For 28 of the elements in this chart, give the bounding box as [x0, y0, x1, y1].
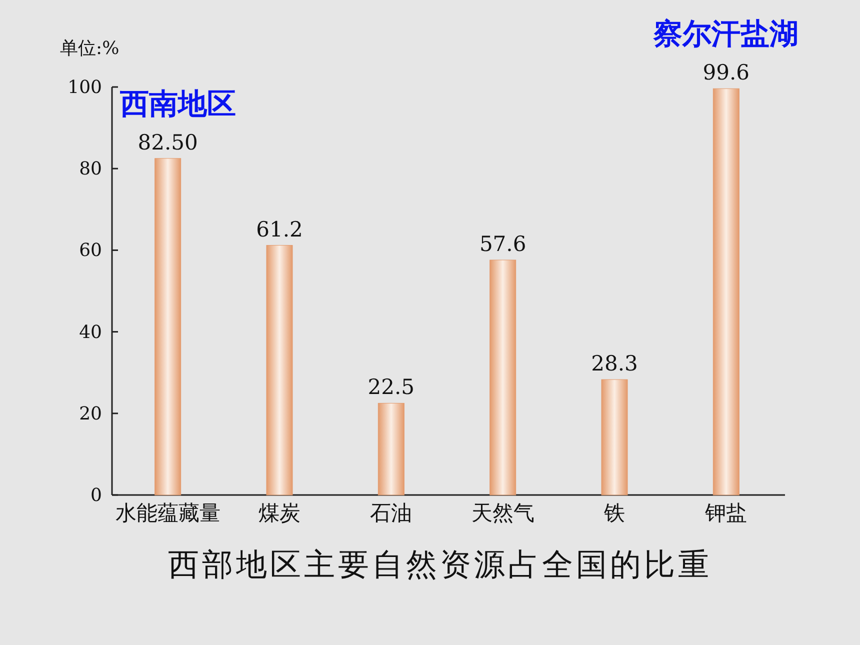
bar	[490, 260, 516, 496]
y-tick-label: 40	[79, 322, 102, 343]
data-label: 82.50	[138, 130, 198, 154]
annotation: 西南地区	[119, 86, 236, 120]
y-tick-label: 100	[68, 77, 102, 98]
y-tick-label: 60	[79, 240, 102, 262]
x-tick-label: 铁	[603, 501, 625, 525]
bar	[154, 158, 182, 496]
x-tick-label: 水能蕴藏量	[115, 501, 220, 525]
x-tick-label: 石油	[370, 501, 412, 525]
data-label: 99.6	[702, 60, 750, 85]
data-label: 28.3	[591, 352, 638, 376]
x-tick-label: 煤炭	[258, 501, 300, 525]
bar	[266, 245, 293, 496]
bar	[378, 402, 404, 496]
annotation: 察尔汗盐湖	[652, 16, 799, 51]
bar	[601, 379, 628, 496]
data-label: 57.6	[479, 232, 526, 256]
y-axis-title: 单位:%	[60, 38, 120, 59]
y-tick-label: 20	[79, 403, 102, 424]
data-label: 22.5	[368, 375, 415, 400]
data-label: 61.2	[256, 217, 303, 242]
y-tick-label: 80	[79, 158, 102, 180]
y-tick-label: 0	[90, 485, 102, 506]
x-tick-label: 钾盐	[704, 501, 748, 525]
bar	[712, 88, 740, 496]
x-tick-label: 天然气	[471, 501, 534, 525]
text: 西部地区主要自然资源占全国的比重	[168, 547, 712, 583]
